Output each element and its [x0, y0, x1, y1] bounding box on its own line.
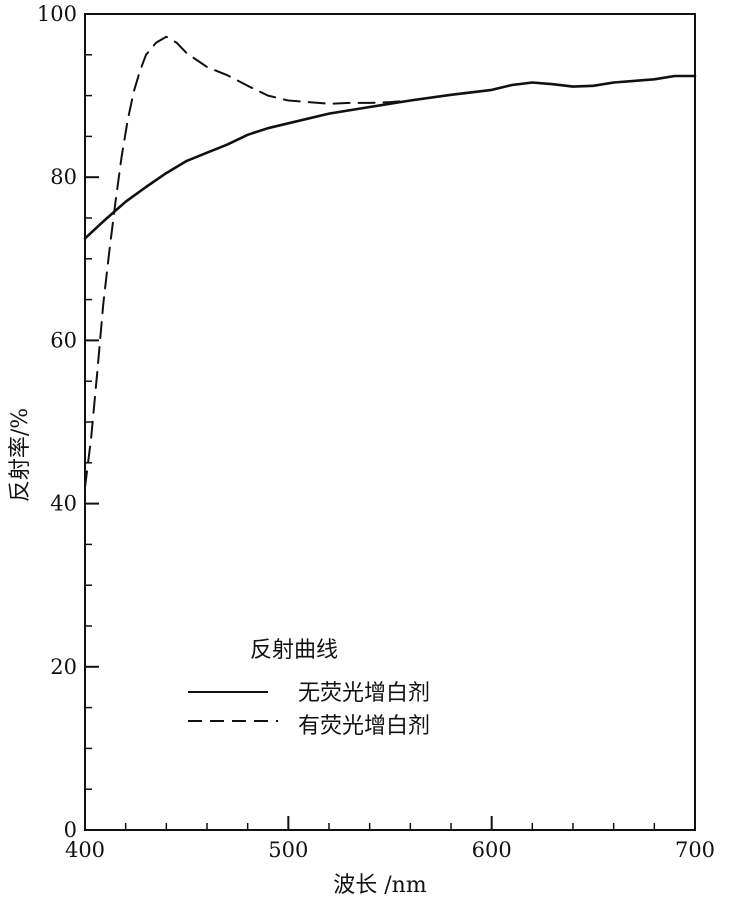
x-tick-label: 400 [65, 838, 105, 862]
y-tick-label: 40 [50, 492, 77, 516]
plot-frame [84, 13, 696, 831]
legend-title: 反射曲线 [250, 638, 338, 663]
legend-label-solid: 无荧光增白剂 [298, 681, 430, 706]
x-tick-label: 600 [472, 838, 512, 862]
y-tick-label: 100 [37, 2, 77, 26]
x-tick-label: 500 [268, 838, 308, 862]
series-line-dashed [84, 35, 696, 489]
y-tick-label: 20 [50, 655, 77, 679]
y-tick-label: 60 [50, 328, 77, 352]
legend-label-dashed: 有荧光增白剂 [298, 714, 430, 739]
y-axis-title: 反射率/% [8, 408, 33, 502]
y-tick-label: 80 [50, 165, 77, 189]
x-axis-title: 波长 /nm [333, 873, 427, 898]
y-tick-label: 0 [64, 818, 77, 842]
x-tick-label: 700 [675, 838, 715, 862]
series-line-solid [83, 74, 697, 240]
